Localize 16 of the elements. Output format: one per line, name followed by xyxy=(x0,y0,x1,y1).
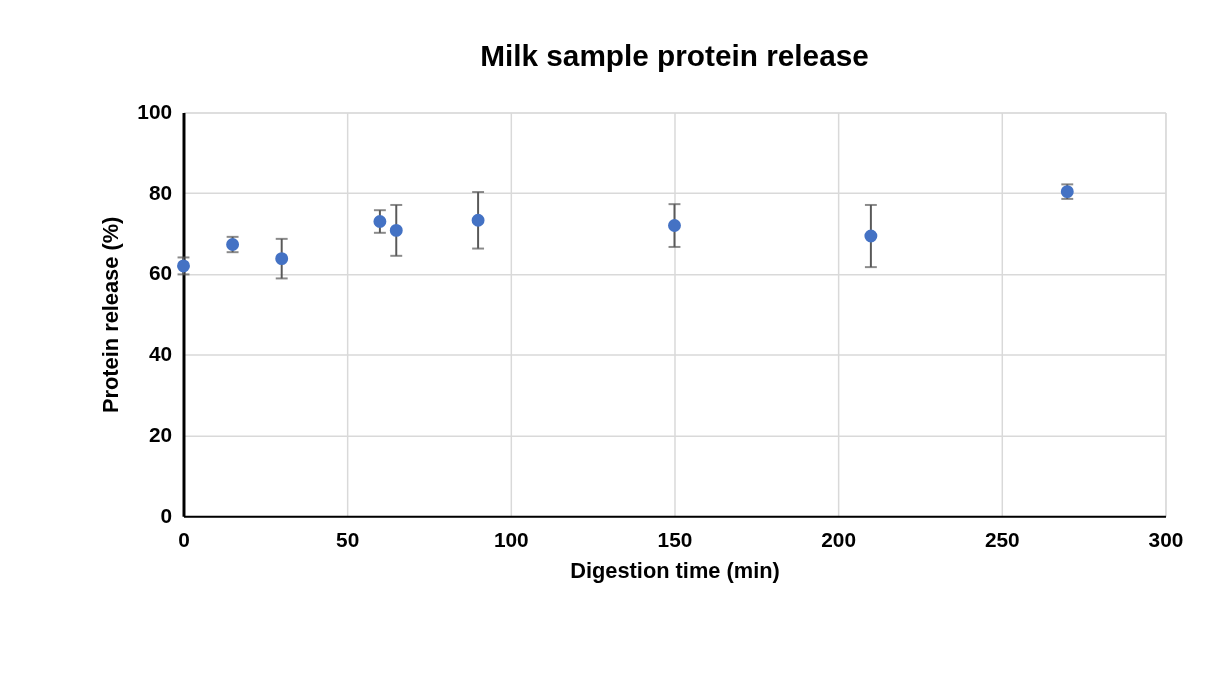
y-tick-label: 100 xyxy=(137,99,173,123)
x-tick-label: 100 xyxy=(493,528,529,552)
x-tick-label: 200 xyxy=(821,528,857,552)
chart-title: Milk sample protein release xyxy=(480,38,869,72)
x-tick-label: 250 xyxy=(984,528,1020,552)
y-tick-label: 0 xyxy=(160,503,173,527)
y-tick-label: 60 xyxy=(148,261,173,285)
x-tick-label: 50 xyxy=(336,528,360,552)
x-tick-label: 0 xyxy=(178,528,190,552)
x-tick-label: 300 xyxy=(1148,528,1184,552)
y-tick-label: 40 xyxy=(148,342,173,366)
x-tick-label: 150 xyxy=(657,528,693,552)
x-axis-title: Digestion time (min) xyxy=(570,558,780,584)
y-tick-label: 20 xyxy=(148,422,173,446)
y-axis-title: Protein release (%) xyxy=(98,216,124,414)
y-tick-label: 80 xyxy=(148,180,173,204)
